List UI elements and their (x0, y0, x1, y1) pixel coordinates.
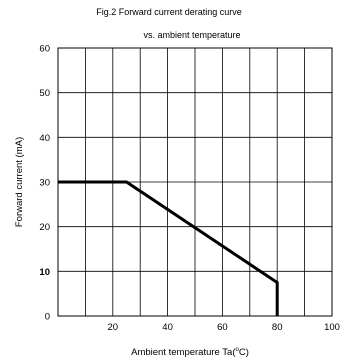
x-tick-label-4: 100 (324, 322, 340, 333)
x-tick-label-2: 60 (217, 322, 228, 333)
y-tick-label-5: 50 (39, 88, 50, 99)
x-axis-label: Ambient temperature Ta(oC) (131, 347, 249, 358)
series-layer (58, 180, 279, 316)
y-tick-label-0: 0 (45, 312, 50, 323)
x-axis-label-unit: C) (239, 347, 249, 358)
x-tick-label-0: 20 (108, 322, 119, 333)
series-line-0 (58, 180, 279, 316)
y-tick-label-4: 40 (39, 133, 50, 144)
chart-title: Fig.2 Forward current derating curve (96, 7, 242, 17)
degree-symbol: o (236, 347, 240, 353)
plot-frame (57, 47, 333, 317)
y-tick-label-2: 20 (39, 222, 50, 233)
y-tick-labels: 0 10 20 30 40 50 60 (39, 44, 50, 323)
x-tick-label-3: 80 (272, 322, 283, 333)
x-tick-labels: 20 40 60 80 100 (108, 322, 340, 333)
x-axis-label-main: Ambient temperature Ta( (131, 347, 236, 358)
chart-subtitle: vs. ambient temperature (143, 30, 240, 40)
y-axis-label: Forward current (mA) (14, 137, 25, 227)
y-tick-label-6: 60 (39, 44, 50, 55)
y-tick-label-3: 30 (39, 178, 50, 189)
y-tick-label-1: 10 (39, 267, 50, 278)
x-tick-label-1: 40 (162, 322, 173, 333)
